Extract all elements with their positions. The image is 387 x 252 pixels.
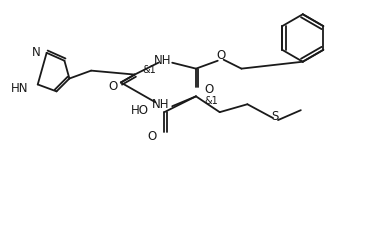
Text: N: N bbox=[32, 46, 41, 59]
Text: O: O bbox=[216, 49, 225, 62]
Text: O: O bbox=[205, 83, 214, 96]
Text: S: S bbox=[271, 110, 279, 123]
Text: NH: NH bbox=[154, 54, 171, 67]
Text: O: O bbox=[147, 130, 156, 143]
Text: NH: NH bbox=[152, 98, 169, 111]
Text: &1: &1 bbox=[142, 65, 156, 75]
Text: O: O bbox=[108, 80, 118, 93]
Text: HN: HN bbox=[11, 82, 29, 95]
Text: &1: &1 bbox=[204, 96, 217, 106]
Text: HO: HO bbox=[130, 104, 149, 117]
